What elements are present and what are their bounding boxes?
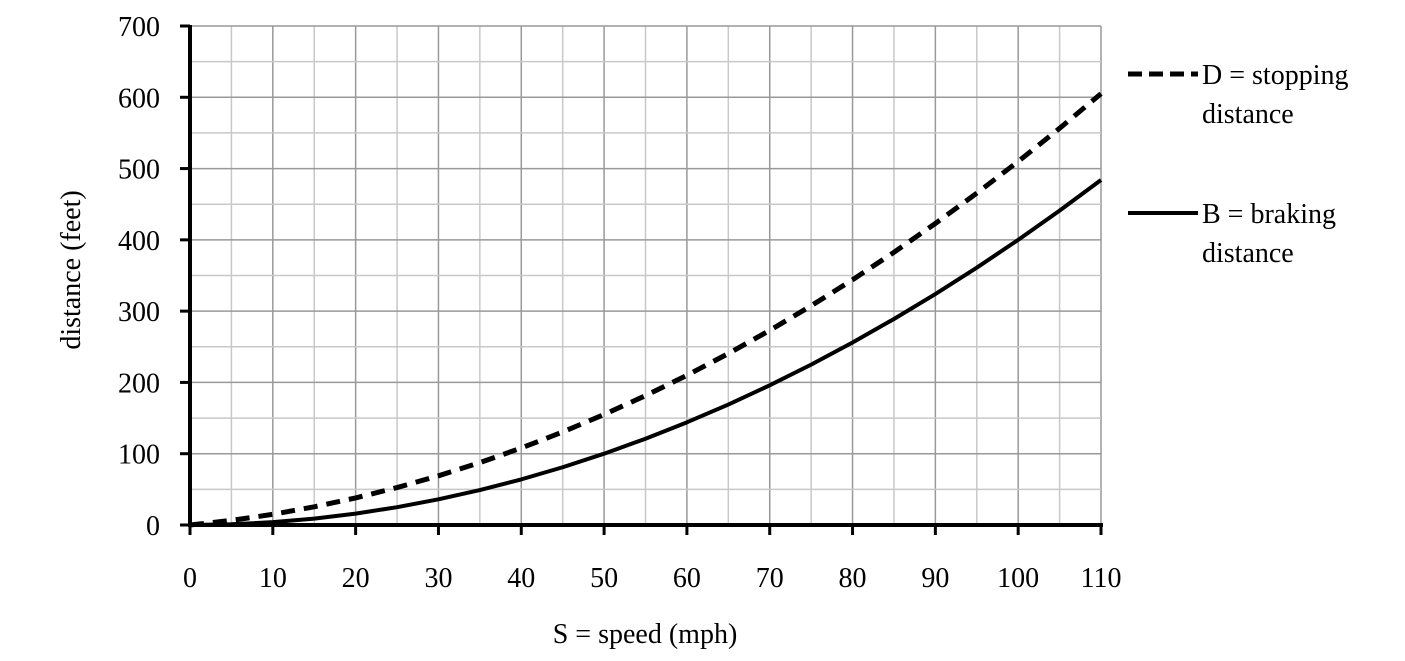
x-tick-label: 20 [342,563,370,594]
x-axis-title: S = speed (mph) [553,619,738,650]
y-tick-label: 0 [146,511,160,542]
y-tick-label: 400 [118,226,160,257]
legend-label-braking-distance: distance [1202,238,1294,269]
legend-label-stopping-distance: distance [1202,99,1294,130]
x-tick-label: 10 [259,563,287,594]
tick-labels: 0 10 20 30 40 50 60 70 80 90 100 110 0 100 200 300 400 50… [118,12,1121,594]
y-tick-label: 500 [118,155,160,186]
x-tick-label: 0 [183,563,197,594]
x-tick-label: 100 [997,563,1039,594]
y-tick-label: 200 [118,368,160,399]
x-tick-label: 40 [507,563,535,594]
y-tick-label: 700 [118,12,160,43]
axes [180,24,1103,535]
x-tick-label: 70 [756,563,784,594]
grid [189,25,1102,526]
series-layer [189,91,1103,528]
x-tick-label: 80 [839,563,867,594]
series-line-braking-distance [189,178,1103,527]
legend-label-stopping-distance: D = stopping [1202,60,1348,91]
x-tick-label: 30 [424,563,452,594]
y-tick-label: 300 [118,297,160,328]
x-tick-label: 110 [1081,563,1122,594]
legend: D = stopping distance B = braking distance [1128,60,1348,269]
x-tick-label: 50 [590,563,618,594]
legend-label-braking-distance: B = braking [1202,199,1336,230]
series-line-stopping-distance [189,91,1103,528]
x-tick-label: 90 [921,563,949,594]
y-axis-title: distance (feet) [56,190,87,349]
y-tick-label: 100 [118,440,160,471]
x-tick-label: 60 [673,563,701,594]
y-tick-label: 600 [118,83,160,114]
